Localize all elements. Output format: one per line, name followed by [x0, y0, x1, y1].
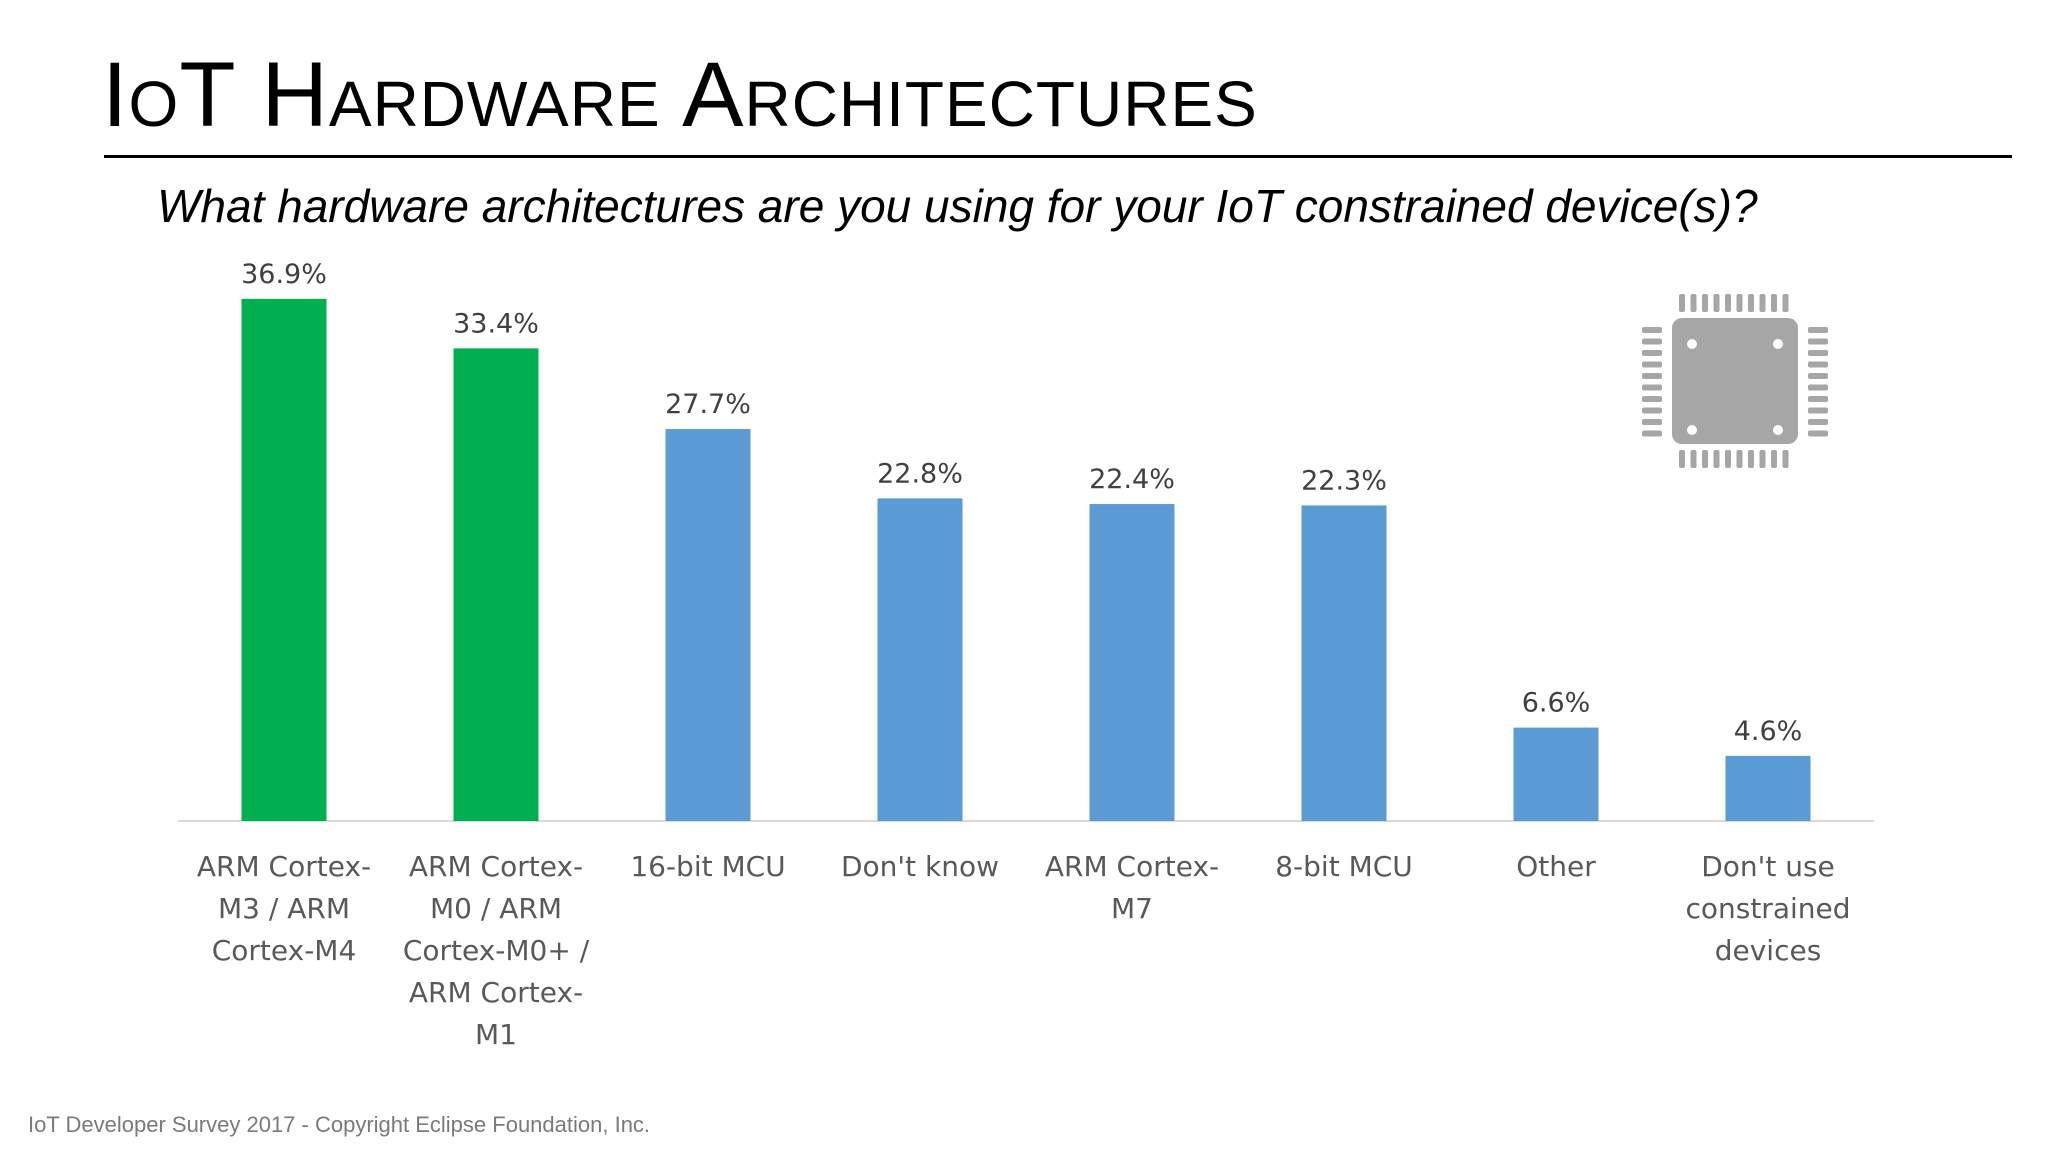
category-label: Don't use constrained devices: [1685, 850, 1850, 967]
data-label: 4.6%: [1734, 716, 1803, 747]
bar: [1513, 727, 1599, 821]
data-label: 6.6%: [1522, 688, 1591, 719]
bar: [665, 429, 751, 821]
data-label: 27.7%: [665, 389, 751, 420]
title-divider: [104, 155, 2012, 158]
category-label: ARM Cortex-M7: [1045, 850, 1219, 925]
data-label: 22.4%: [1089, 464, 1175, 495]
slide-title: IoT Hardware Architectures: [102, 44, 1258, 146]
footer-copyright: IoT Developer Survey 2017 - Copyright Ec…: [28, 1112, 651, 1137]
bar: [1725, 755, 1811, 821]
data-label: 22.8%: [877, 458, 963, 489]
category-label: 8-bit MCU: [1275, 850, 1413, 883]
microchip-icon: [1642, 294, 1828, 468]
bar: [241, 298, 327, 821]
category-label: 16-bit MCU: [630, 850, 785, 883]
category-label: Other: [1516, 850, 1596, 883]
category-label: ARM Cortex-M0 / ARM Cortex-M0+ / ARM Corte…: [403, 850, 590, 1051]
bar: [877, 498, 963, 821]
bar: [1089, 504, 1175, 821]
bar: [1301, 505, 1387, 821]
data-label: 33.4%: [453, 308, 539, 339]
slide-subtitle: What hardware architectures are you usin…: [157, 180, 1758, 232]
data-label: 22.3%: [1301, 465, 1387, 496]
category-label: ARM Cortex-M3 / ARM Cortex-M4: [197, 850, 371, 967]
bar-chart: 36.9% ARM Cortex-M3 / ARM Cortex-M4 33.4% AR…: [178, 259, 1874, 1051]
category-label: Don't know: [841, 850, 999, 883]
bar: [453, 348, 539, 821]
data-label: 36.9%: [241, 259, 327, 290]
